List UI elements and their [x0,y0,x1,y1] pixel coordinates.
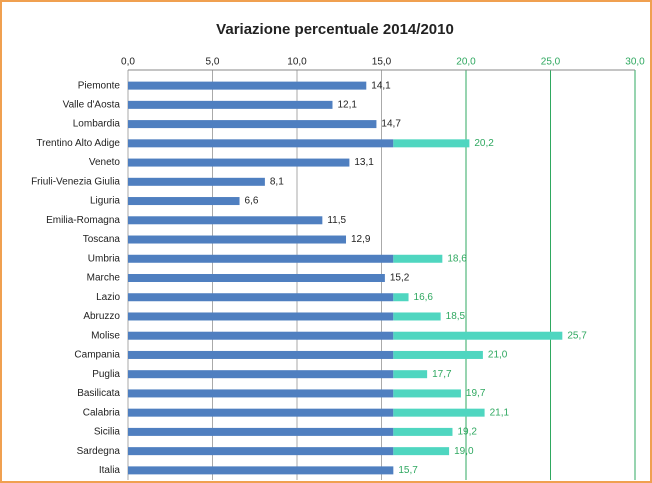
value-label: 25,7 [567,330,587,341]
bar [128,235,347,244]
bar [128,120,377,129]
x-tick-label: 25,0 [541,57,561,68]
value-label: 19,0 [454,446,474,457]
y-tick-label: Sardegna [77,446,121,457]
bar-excess [393,408,485,417]
value-label: 14,7 [381,119,401,130]
value-label: 13,1 [354,157,374,168]
value-label: 11,5 [327,215,346,226]
x-tick-label: 30,0 [625,57,645,68]
y-tick-label: Umbria [88,253,121,264]
y-tick-label: Abruzzo [83,311,120,322]
y-tick-label: Emilia-Romagna [46,215,120,226]
value-label: 17,7 [432,369,452,380]
y-tick-label: Basilicata [77,388,120,399]
value-label: 6,6 [245,196,259,207]
bar-excess [393,139,470,148]
bar-excess [393,254,443,263]
bar [128,254,394,263]
value-label: 15,7 [398,465,418,476]
bar [128,100,333,109]
x-tick-label: 20,0 [456,57,476,68]
chart-title: Variazione percentuale 2014/2010 [216,21,454,38]
y-tick-label: Piemonte [78,80,121,91]
y-tick-label: Trentino Alto Adige [36,138,120,149]
value-label: 14,1 [371,80,391,91]
bar [128,158,350,167]
y-tick-label: Molise [91,330,120,341]
bar [128,466,394,475]
bar [128,139,394,148]
bar [128,197,240,206]
x-tick-label: 0,0 [121,57,135,68]
y-tick-label: Puglia [92,369,120,380]
bar [128,350,394,359]
y-tick-label: Veneto [89,157,121,168]
value-label: 21,0 [488,350,508,361]
x-tick-label: 15,0 [372,57,392,68]
y-tick-label: Friuli-Venezia Giulia [31,176,120,187]
bar-excess [393,293,409,302]
value-label: 21,1 [490,407,510,418]
bar [128,408,394,417]
bar-excess [393,350,483,359]
value-label: 20,2 [474,138,494,149]
value-label: 19,7 [466,388,486,399]
bar [128,447,394,456]
y-tick-label: Calabria [83,407,121,418]
y-tick-label: Sicilia [94,427,121,438]
bar-excess [393,427,453,436]
y-tick-label: Lazio [96,292,120,303]
bar [128,370,394,379]
value-label: 16,6 [414,292,434,303]
x-tick-label: 10,0 [287,57,307,68]
value-label: 8,1 [270,176,284,187]
bar-excess [393,447,450,456]
value-label: 12,1 [337,99,357,110]
bar-excess [393,389,461,398]
x-tick-label: 5,0 [206,57,220,68]
bar [128,331,394,340]
bar [128,312,394,321]
y-tick-label: Campania [74,350,120,361]
y-tick-label: Toscana [83,234,121,245]
bar-excess [393,370,428,379]
value-label: 18,5 [446,311,466,322]
bar [128,177,265,186]
bar [128,427,394,436]
bar [128,293,394,302]
bar [128,216,323,225]
bar-excess [393,312,441,321]
bar-excess [393,331,563,340]
value-label: 15,2 [390,273,410,284]
value-label: 19,2 [457,427,477,438]
y-tick-label: Italia [99,465,121,476]
bar [128,81,367,90]
bar [128,389,394,398]
bar [128,274,385,282]
y-tick-label: Valle d'Aosta [63,99,121,110]
y-tick-label: Liguria [90,196,120,207]
y-tick-label: Marche [87,273,121,284]
value-label: 18,6 [447,253,467,264]
value-label: 12,9 [351,234,371,245]
y-tick-label: Lombardia [73,119,121,130]
